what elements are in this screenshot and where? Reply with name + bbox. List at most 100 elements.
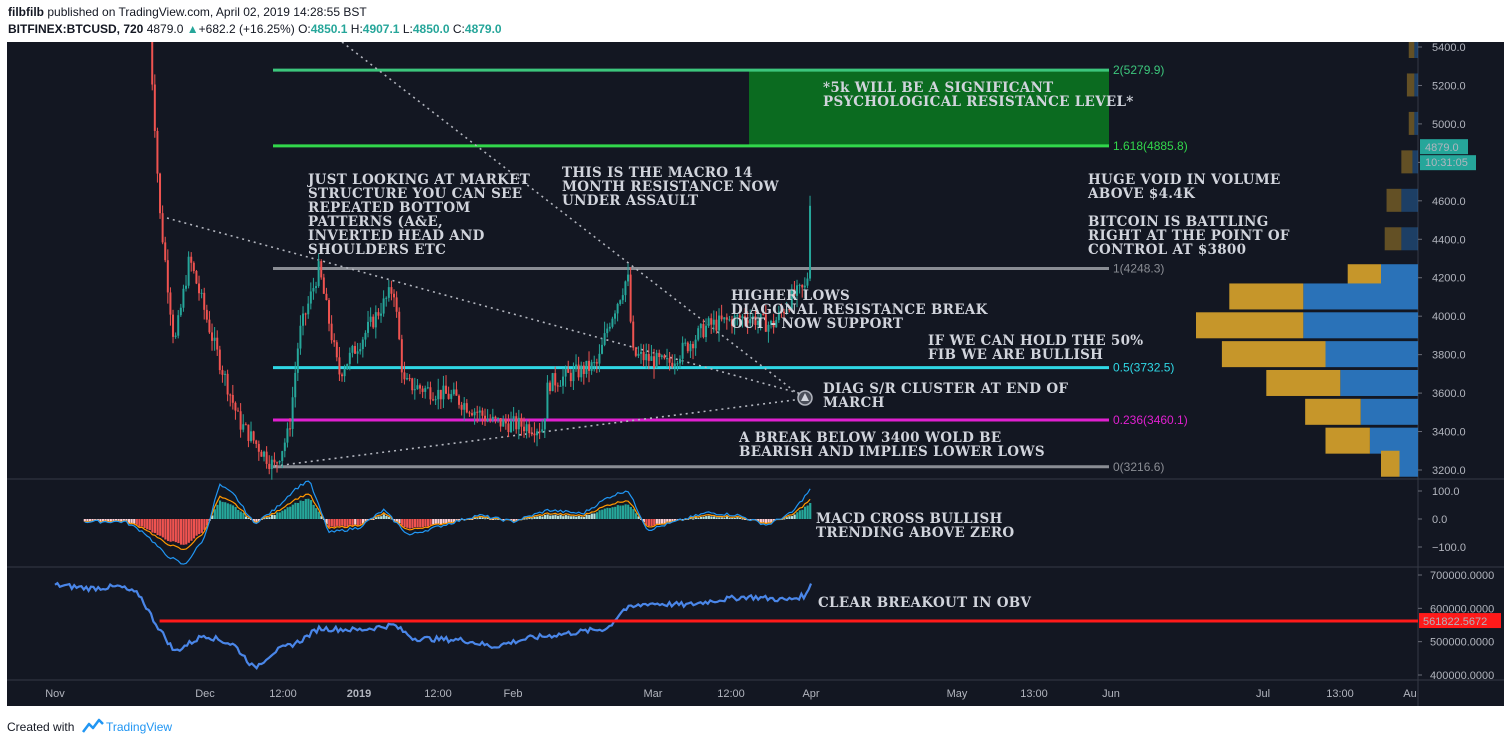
macd-histogram-bar <box>445 519 448 524</box>
macd-histogram-bar <box>525 518 528 520</box>
candle-body <box>655 352 658 368</box>
macd-histogram-bar <box>515 519 518 522</box>
countdown-label: 10:31:05 <box>1425 157 1468 169</box>
macd-histogram-bar <box>575 516 578 519</box>
volume-profile-up-bar <box>1325 341 1418 368</box>
chart-header: filbfilb published on TradingView.com, A… <box>0 0 1508 42</box>
countdown-badge <box>1420 155 1476 171</box>
macd-histogram-bar <box>627 504 630 519</box>
tradingview-brand[interactable]: TradingView <box>106 720 173 734</box>
macd-histogram-bar <box>731 518 734 520</box>
volume-profile-down-bar <box>1221 341 1326 368</box>
candle-body <box>406 378 409 380</box>
candle-body <box>224 373 227 375</box>
macd-histogram-bar <box>645 519 648 526</box>
candle-body <box>554 373 557 386</box>
macd-histogram-bar <box>182 519 185 545</box>
last-price-label: 4879.0 <box>1425 142 1459 154</box>
volume-profile-up-bar <box>1414 42 1418 58</box>
candle-body <box>439 389 442 400</box>
candle-body <box>621 295 624 301</box>
candle-body <box>710 318 713 325</box>
macd-histogram-bar <box>528 518 531 520</box>
macd-histogram-bar <box>697 517 700 519</box>
macd-histogram-bar <box>442 519 445 524</box>
poc-annotation: BITCOIN IS BATTLING <box>1088 214 1269 230</box>
candle-body <box>593 362 596 364</box>
high-label: H: <box>350 22 363 36</box>
macd-histogram-bar <box>523 518 526 520</box>
candle-body <box>421 388 424 392</box>
macd-histogram-bar <box>541 516 544 519</box>
macd-histogram-bar <box>692 518 695 520</box>
candle-body <box>367 321 370 333</box>
candle-body <box>486 419 489 421</box>
candle-body <box>551 373 554 392</box>
macd-histogram-bar <box>169 519 172 542</box>
macd-histogram-bar <box>793 514 796 519</box>
candle-body <box>335 342 338 358</box>
chart-svg[interactable]: 5400.05200.05000.04800.04600.04400.04200… <box>7 42 1504 706</box>
candle-body <box>239 411 242 430</box>
macd-histogram-bar <box>177 519 180 544</box>
macd-histogram-bar <box>156 519 159 536</box>
author-name[interactable]: filbfilb <box>8 5 44 19</box>
macd-histogram-bar <box>325 519 328 525</box>
symbol-line: BITFINEX:BTCUSD, 720 4879.0 ▲+682.2 (+16… <box>8 22 502 36</box>
volume-profile-down-bar <box>1325 427 1370 454</box>
macd-histogram-bar <box>83 519 86 522</box>
macd-histogram-bar <box>159 519 162 536</box>
candle-body <box>543 418 546 430</box>
macd-histogram-bar <box>268 517 271 519</box>
macd-histogram-bar <box>512 519 515 522</box>
candle-body <box>549 382 552 392</box>
candle-body <box>731 319 734 327</box>
candle-body <box>325 293 328 301</box>
macd-histogram-bar <box>99 519 102 523</box>
created-with-label: Created with <box>7 720 75 734</box>
candle-body <box>460 404 463 410</box>
candle-body <box>302 313 305 326</box>
macd-axis-label: 100.0 <box>1432 486 1460 498</box>
candle-body <box>772 320 775 328</box>
macd-histogram-bar <box>647 519 651 527</box>
macd-histogram-bar <box>395 519 398 522</box>
macd-axis-label: 0.0 <box>1432 514 1447 526</box>
candle-body <box>738 315 741 318</box>
macd-histogram-bar <box>112 519 115 522</box>
candle-body <box>182 288 185 308</box>
candles-group <box>151 42 812 480</box>
candle-body <box>429 387 432 400</box>
macd-histogram-bar <box>603 508 606 519</box>
close-value: 4879.0 <box>464 22 502 36</box>
macd-histogram-bar <box>234 506 237 519</box>
volume-void-annotation: ABOVE $4.4K <box>1087 186 1196 202</box>
macd-histogram-bar <box>273 515 276 519</box>
candle-body <box>793 289 796 296</box>
obv-axis-label: 400000.0000 <box>1430 670 1494 682</box>
macd-histogram-bar <box>278 512 281 519</box>
candle-body <box>307 303 310 315</box>
candle-body <box>476 411 479 413</box>
macd-histogram-bar <box>354 519 357 525</box>
candle-body <box>252 431 255 441</box>
candle-body <box>458 395 461 405</box>
candle-body <box>590 362 593 371</box>
macd-histogram-bar <box>671 519 674 522</box>
candle-body <box>616 303 619 314</box>
candle-body <box>582 365 585 374</box>
candle-body <box>263 451 266 457</box>
candle-body <box>374 312 377 328</box>
candle-body <box>255 440 258 444</box>
candle-body <box>767 324 770 332</box>
macd-histogram-bar <box>733 517 736 519</box>
macd-histogram-bar <box>88 519 92 522</box>
candle-body <box>764 314 767 332</box>
macd-histogram-bar <box>172 519 175 542</box>
candle-body <box>523 426 526 432</box>
fib-label-1-618: 1.618(4885.8) <box>1113 139 1188 153</box>
close-label: C: <box>452 22 465 36</box>
candle-body <box>218 349 221 371</box>
chart-canvas[interactable]: 5400.05200.05000.04800.04600.04400.04200… <box>7 42 1504 706</box>
price-change: +682.2 (+16.25%) <box>198 22 295 36</box>
